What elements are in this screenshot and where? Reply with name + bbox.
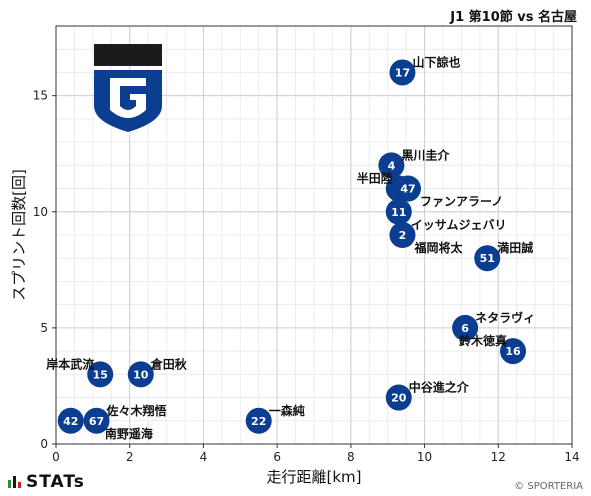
point-marker	[452, 314, 479, 341]
point-number: 17	[395, 66, 410, 79]
x-tick-label: 4	[200, 450, 208, 464]
points-layer: 17山下諒也4黒川圭介8半田陸47ファンアラーノ11イッサムジェバリ2福岡将太5…	[46, 54, 535, 440]
point-label: 満田誠	[497, 240, 533, 255]
point-number: 16	[505, 345, 521, 358]
y-tick-label: 10	[33, 205, 48, 219]
point-marker	[389, 59, 416, 86]
point-number: 47	[400, 183, 415, 196]
y-tick-label: 0	[40, 437, 48, 451]
point-label: 南野遥海	[105, 426, 153, 441]
y-tick-label: 15	[33, 89, 48, 103]
point-marker	[385, 198, 412, 225]
point-label: 一森純	[269, 403, 305, 418]
plot-frame	[55, 25, 573, 445]
point-label: ネタラヴィ	[475, 310, 535, 325]
point-number: 11	[391, 206, 406, 219]
point-label: 岸本武流	[46, 356, 94, 371]
point-number: 6	[461, 322, 469, 335]
point-label: イッサムジェバリ	[411, 218, 507, 232]
header-title: J1 第10節 vs 名古屋	[450, 10, 577, 25]
point-marker	[87, 361, 114, 388]
point-label: 半田陸	[357, 171, 393, 186]
stats-brand-text: STATs	[26, 472, 85, 492]
y-axis-label: スプリント回数[回]	[10, 169, 28, 301]
point-label: 山下諒也	[412, 54, 460, 69]
stats-logo: STATs	[8, 472, 85, 492]
x-tick-label: 0	[52, 450, 60, 464]
point-marker	[57, 407, 84, 434]
point-marker	[500, 338, 527, 365]
x-axis-label: 走行距離[km]	[266, 468, 361, 486]
point-number: 42	[63, 415, 78, 428]
stats-bars-icon	[8, 476, 21, 488]
x-tick-label: 6	[273, 450, 281, 464]
x-tick-label: 12	[491, 450, 506, 464]
copyright: © SPORTERIA	[514, 481, 583, 492]
point-label: 福岡将太	[413, 240, 463, 255]
x-tick-label: 2	[126, 450, 134, 464]
point-marker	[474, 245, 501, 272]
point-marker	[378, 152, 405, 179]
x-tick-label: 10	[417, 450, 432, 464]
point-number: 20	[391, 392, 407, 405]
team-emblem	[94, 44, 162, 132]
point-number: 67	[89, 415, 104, 428]
point-marker	[245, 407, 272, 434]
point-number: 15	[93, 368, 108, 381]
point-marker	[385, 384, 412, 411]
point-marker	[394, 175, 421, 202]
x-tick-label: 8	[347, 450, 355, 464]
gamba-shield-emblem	[94, 44, 162, 132]
point-number: 51	[480, 252, 495, 265]
point-number: 10	[133, 368, 149, 381]
point-marker	[127, 361, 154, 388]
point-marker	[83, 407, 110, 434]
axes-layer: 0 2 4 6 8 10 12 14 0 5 10 15 走行距離[km] スプリント回数[回]	[10, 25, 580, 486]
point-label: 佐々木翔悟	[106, 403, 167, 418]
point-label: 中谷進之介	[409, 380, 470, 395]
point-label: 黒川圭介	[401, 147, 450, 162]
emblem-letter-g	[110, 78, 146, 118]
point-label: 鈴木徳真	[459, 333, 507, 348]
point-marker	[389, 222, 416, 248]
point-number: 22	[251, 415, 266, 428]
x-tick-label: 14	[564, 450, 579, 464]
point-label: ファンアラーノ	[420, 195, 503, 209]
y-tick-label: 5	[40, 321, 48, 335]
point-number: 2	[399, 229, 407, 242]
point-number: 4	[388, 159, 396, 172]
point-label: 倉田秋	[150, 356, 188, 371]
emblem-top-band	[94, 44, 162, 66]
